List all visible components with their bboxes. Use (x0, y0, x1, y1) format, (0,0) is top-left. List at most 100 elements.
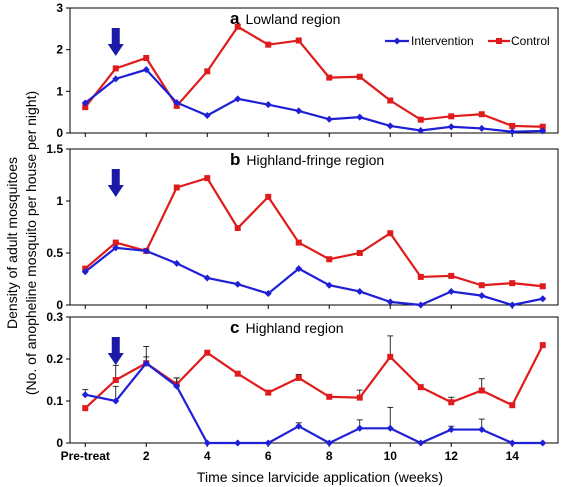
point-control (356, 394, 363, 401)
series-line-control (84, 344, 544, 409)
point-intervention (295, 422, 303, 430)
y-tick-label: 0 (56, 126, 63, 140)
point-intervention (264, 101, 272, 109)
point-control (417, 384, 424, 391)
point-control (509, 122, 516, 129)
panel-title: a Lowland region (230, 9, 340, 28)
down-arrow-icon (107, 169, 124, 197)
legend: Intervention Control (385, 34, 550, 48)
x-tick-label: 4 (204, 449, 211, 463)
point-control (509, 280, 516, 287)
point-control (204, 349, 211, 356)
point-intervention (508, 301, 516, 309)
panel-frame (69, 316, 559, 444)
point-intervention (386, 424, 394, 432)
y-tick-label: 0.2 (46, 352, 63, 366)
point-control (112, 377, 119, 383)
point-control (295, 239, 302, 246)
point-intervention (112, 244, 120, 252)
x-tick-label: 2 (143, 449, 150, 463)
y-tick-label: 1.5 (46, 142, 63, 156)
point-intervention (81, 99, 89, 107)
point-control (387, 97, 394, 104)
point-intervention (81, 391, 89, 399)
point-control (326, 256, 333, 263)
point-intervention (325, 115, 333, 123)
point-control (234, 370, 241, 377)
point-control (509, 402, 516, 409)
point-control (234, 23, 241, 30)
point-control (448, 272, 455, 279)
point-control (478, 282, 485, 289)
point-control (356, 250, 363, 256)
point-intervention (264, 439, 272, 447)
point-control (265, 41, 272, 48)
point-control (204, 68, 211, 75)
point-intervention (478, 426, 486, 434)
point-intervention (356, 113, 364, 121)
legend-marker-intervention (393, 37, 401, 45)
point-control (478, 387, 485, 394)
point-intervention (539, 127, 547, 135)
point-intervention (508, 128, 516, 136)
legend-marker-control (496, 38, 502, 44)
point-intervention (325, 281, 333, 289)
series-line-control (84, 176, 543, 288)
point-intervention (295, 107, 303, 115)
point-control (539, 123, 546, 130)
point-intervention (417, 439, 425, 447)
point-control (539, 342, 546, 349)
point-intervention (325, 439, 333, 447)
down-arrow-icon (107, 28, 124, 56)
arrow-head (107, 44, 124, 56)
y-axis-subtitle: (No. of anopheline mosquito per house pe… (23, 91, 39, 395)
point-control (265, 389, 272, 396)
arrow-shaft (111, 28, 120, 44)
y-tick-label: 1 (56, 84, 63, 98)
point-control (356, 73, 363, 80)
panel-letter: c (230, 318, 239, 337)
panel-title-text: Highland-fringe region (246, 152, 384, 168)
panel-title-text: Lowland region (245, 11, 340, 27)
point-intervention (386, 122, 394, 130)
point-control (82, 405, 89, 412)
x-tick-label: Pre-treat (61, 449, 110, 463)
panel-title-text: Highland region (245, 320, 343, 336)
point-control (82, 104, 89, 111)
x-tick-label: 6 (265, 449, 272, 463)
point-intervention (173, 99, 181, 107)
point-intervention (447, 426, 455, 434)
point-intervention (417, 127, 425, 134)
point-control (326, 393, 333, 400)
point-intervention (447, 123, 455, 131)
point-intervention (173, 382, 181, 390)
point-intervention (356, 287, 364, 295)
x-tick-label: 8 (326, 449, 333, 463)
legend-label-intervention: Intervention (411, 34, 474, 48)
point-intervention (234, 280, 242, 288)
point-intervention (112, 397, 120, 405)
down-arrow-icon (107, 337, 124, 365)
legend-label-control: Control (511, 34, 550, 48)
point-control (173, 184, 180, 191)
point-intervention (478, 292, 486, 300)
point-control (204, 175, 211, 182)
panel-frame (69, 7, 559, 134)
arrow-shaft (111, 169, 120, 185)
panel-b: 0 0.5 1 1.5 b Highland-fringe region (46, 142, 559, 312)
point-control (234, 225, 241, 232)
y-tick-label: 0.1 (46, 394, 63, 408)
x-tick-label: 14 (506, 449, 520, 463)
point-intervention (295, 265, 303, 273)
point-control (295, 37, 302, 44)
x-tick-label: 12 (445, 449, 459, 463)
point-intervention (203, 439, 211, 447)
y-tick-label: 0 (56, 298, 63, 312)
point-control (265, 193, 272, 200)
point-control (417, 273, 424, 280)
point-control (112, 239, 119, 246)
panel-title: c Highland region (230, 318, 344, 337)
panel-frame (69, 148, 559, 306)
